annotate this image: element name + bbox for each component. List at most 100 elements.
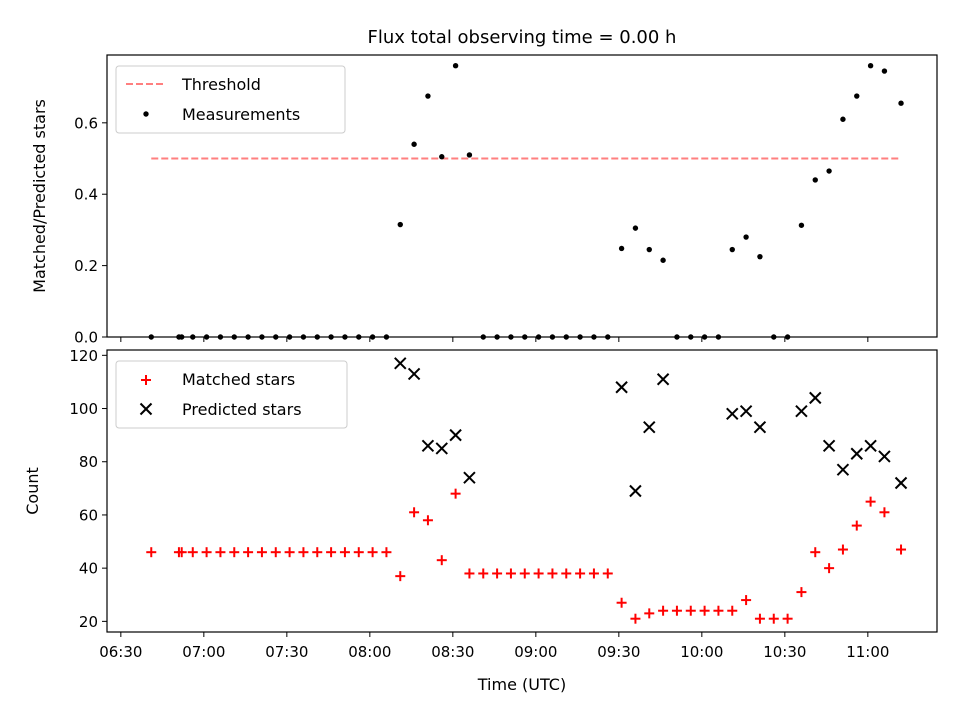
x-tick-label: 06:30: [99, 643, 142, 661]
matched-star-point: [339, 547, 350, 558]
y-tick-label: 0.0: [74, 329, 98, 347]
measurement-point: [203, 334, 210, 340]
predicted-star-point: [850, 447, 863, 460]
measurement-point: [840, 116, 846, 122]
cross-b: [850, 447, 863, 460]
cross-b: [836, 463, 850, 476]
measurement-point: [466, 152, 473, 158]
matched-star-point: [367, 547, 378, 558]
predicted-star-point: [435, 442, 448, 455]
cross-b: [407, 367, 421, 381]
measurement-point: [591, 334, 597, 340]
matched-star-point: [146, 547, 157, 558]
measurement-point: [701, 334, 708, 340]
cross-b: [864, 439, 877, 452]
cross-b: [739, 404, 753, 418]
measurement-point: [715, 334, 722, 340]
measurement-point: [798, 222, 805, 228]
x-tick-label: 08:00: [348, 643, 391, 661]
measurement-point: [411, 141, 417, 147]
matched-star-point: [865, 496, 876, 507]
measurement-point: [743, 234, 749, 240]
measurement-point: [826, 168, 832, 174]
matched-star-point: [312, 547, 323, 558]
matched-star-point: [492, 568, 503, 579]
matched-star-point: [630, 613, 641, 624]
measurement-point: [757, 253, 763, 260]
matched-star-point: [533, 568, 544, 579]
cross-b: [753, 420, 767, 434]
matched-star-point: [450, 488, 461, 499]
matched-star-point: [602, 568, 613, 579]
matched-star-point: [727, 605, 738, 616]
predicted-star-point: [739, 404, 753, 418]
measurement-point: [522, 334, 528, 340]
measurement-point: [784, 334, 791, 340]
x-tick-label: 11:00: [846, 643, 889, 661]
y-tick-label: 60: [79, 506, 98, 524]
matched-star-point: [671, 605, 682, 616]
predicted-star-point: [809, 391, 822, 405]
matched-star-point: [796, 587, 807, 598]
y-tick-label: 0.2: [74, 257, 98, 275]
top-panel: 0.0 0.2 0.4 0.6 Matched/Predicted stars Thres…: [30, 54, 938, 347]
y-tick-label: 0.4: [74, 186, 98, 204]
legend-threshold-label: Threshold: [181, 75, 261, 94]
measurement-point: [508, 334, 514, 340]
y-tick-label: 100: [69, 400, 98, 418]
x-tick-label: 10:30: [763, 643, 806, 661]
predicted-star-point: [726, 407, 739, 421]
measurement-point: [688, 334, 694, 340]
cross-b: [795, 404, 808, 418]
y-tick-label: 20: [79, 613, 98, 631]
measurement-point: [452, 63, 459, 69]
measurement-point: [605, 334, 611, 340]
measurement-point: [898, 100, 904, 106]
predicted-star-point: [836, 463, 850, 476]
measurement-point: [646, 246, 652, 253]
x-tick-label: 07:30: [265, 643, 308, 661]
predicted-star-point: [864, 439, 877, 452]
predicted-star-point: [643, 420, 656, 434]
matched-star-point: [685, 605, 696, 616]
cross-b: [435, 442, 448, 455]
predicted-star-point: [795, 404, 808, 418]
measurement-point: [771, 334, 777, 340]
measurement-point: [812, 177, 818, 183]
measurement-point: [369, 334, 376, 340]
predicted-star-point: [394, 357, 407, 370]
legend-box: [115, 360, 348, 429]
matched-star-point: [176, 547, 187, 558]
x-tick-label: 07:00: [182, 643, 225, 661]
cross-b: [629, 484, 642, 498]
axes-frame: [106, 54, 938, 338]
chart-title: Flux total observing time = 0.00 h: [368, 27, 677, 48]
matched-star-point: [270, 547, 281, 558]
predicted-star-point: [407, 367, 421, 381]
y-tick-label: 40: [79, 560, 98, 578]
matched-star-point: [644, 608, 655, 619]
matched-star-point: [353, 547, 364, 558]
measurement-point: [854, 93, 860, 99]
matched-star-point: [215, 547, 226, 558]
legend-measurements-swatch: [143, 111, 149, 117]
measurement-point: [231, 334, 237, 340]
matched-star-point: [851, 520, 862, 531]
measurement-point: [286, 334, 293, 340]
matched-star-point: [741, 595, 752, 606]
x-tick-label: 08:30: [431, 643, 474, 661]
matched-star-point: [478, 568, 489, 579]
matched-star-point: [837, 544, 848, 555]
matched-star-point: [284, 547, 295, 558]
measurement-point: [328, 334, 334, 340]
predicted-star-point: [449, 428, 462, 442]
cross-b: [449, 428, 462, 442]
cross-b: [643, 420, 656, 434]
measurement-point: [881, 68, 888, 74]
measurement-point: [494, 334, 500, 340]
cross-b: [894, 476, 908, 490]
bottom-panel: 20 40 60 80 100 120 06:30 07:00 07:30 08:00 08:30 0…: [23, 347, 938, 694]
measurement-point: [535, 334, 542, 340]
predicted-star-point: [629, 484, 642, 498]
legend-matched-label: Matched stars: [182, 370, 295, 389]
